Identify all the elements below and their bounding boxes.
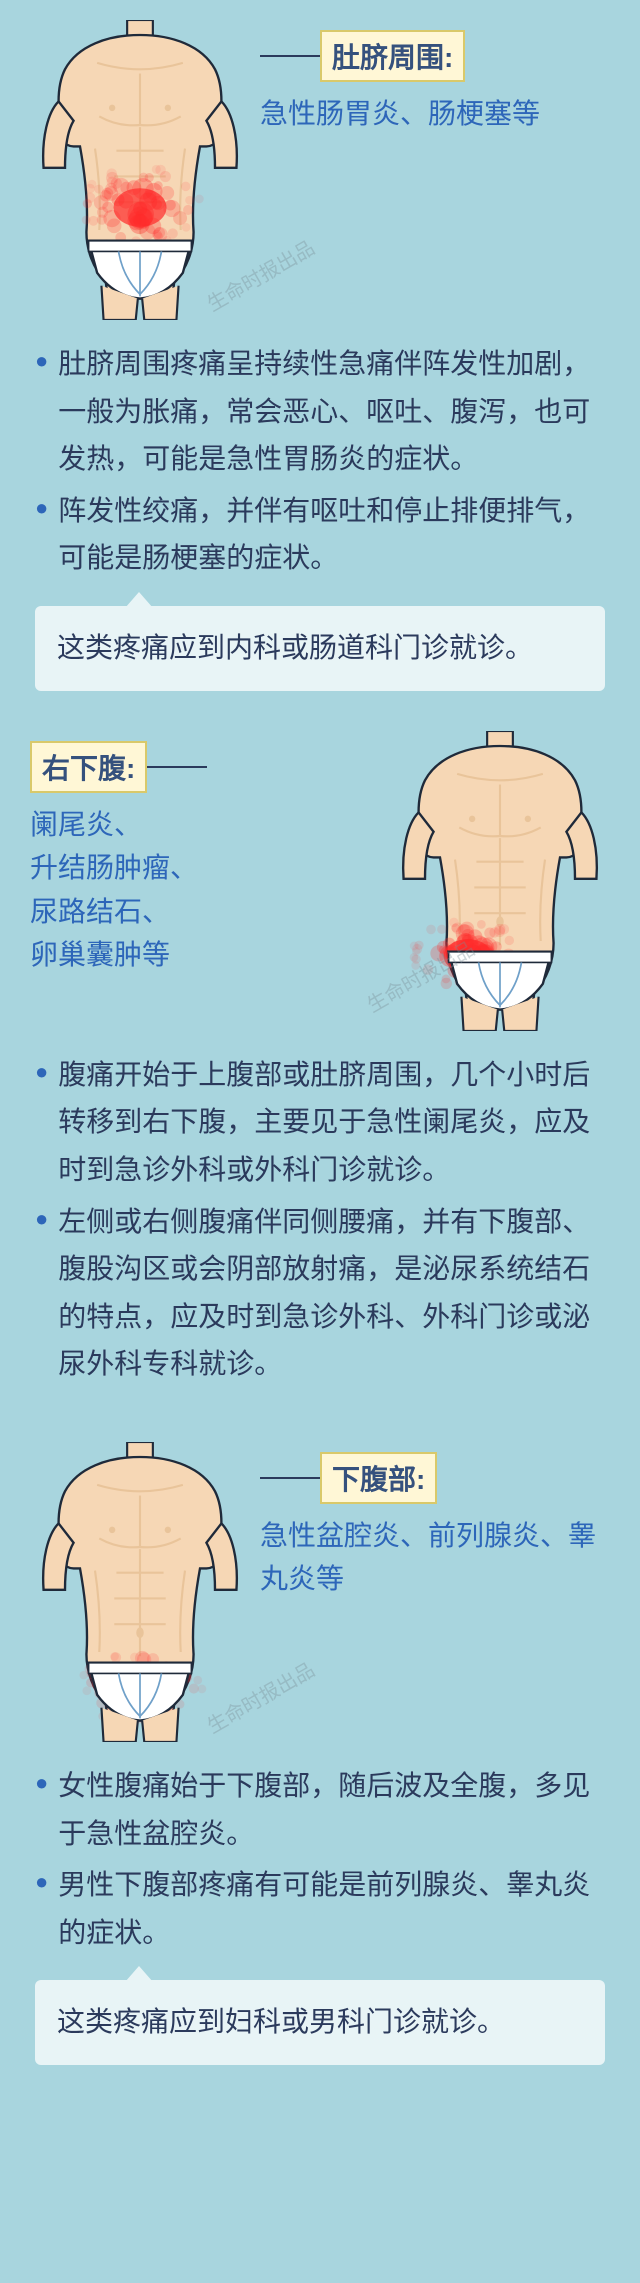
label-row: 右下腹: — [30, 741, 207, 793]
symptom-text: 左侧或右侧腹痛伴同侧腰痛，并有下腹部、腹股沟区或会阴部放射痛，是泌尿系统结石的特… — [58, 1198, 605, 1388]
advice-note-wrap: 这类疼痛应到妇科或男科门诊就诊。 — [0, 1970, 640, 2065]
symptom-bullet: ● 男性下腹部疼痛有可能是前列腺炎、睾丸炎的症状。 — [35, 1861, 605, 1956]
label-side: 肚脐周围: 急性肠胃炎、肠梗塞等 — [260, 20, 610, 135]
section-header-row: 右下腹: 阑尾炎、 升结肠肿瘤、 尿路结石、 卵巢囊肿等 — [0, 731, 640, 1031]
symptom-text: 肚脐周围疼痛呈持续性急痛伴阵发性加剧，一般为胀痛，常会恶心、呕吐、腹泻，也可发热… — [58, 340, 605, 483]
section-header-row: 下腹部: 急性盆腔炎、前列腺炎、睾丸炎等 — [0, 1442, 640, 1742]
symptom-bullet: ● 阵发性绞痛，并伴有呕吐和停止排便排气，可能是肠梗塞的症状。 — [35, 487, 605, 582]
symptom-bullet: ● 女性腹痛始于下腹部，随后波及全腹，多见于急性盆腔炎。 — [35, 1762, 605, 1857]
region-conditions: 急性肠胃炎、肠梗塞等 — [260, 92, 540, 135]
torso-wrap — [390, 731, 610, 1031]
label-side: 下腹部: 急性盆腔炎、前列腺炎、睾丸炎等 — [260, 1442, 610, 1601]
bullet-dot-icon: ● — [35, 1861, 48, 1903]
label-row: 肚脐周围: — [260, 30, 465, 82]
region-title: 右下腹: — [30, 741, 147, 793]
bullet-dot-icon: ● — [35, 340, 48, 382]
bullet-dot-icon: ● — [35, 1198, 48, 1240]
torso-wrap — [30, 1442, 250, 1742]
symptom-text: 腹痛开始于上腹部或肚脐周围，几个小时后转移到右下腹，主要见于急性阑尾炎，应及时到… — [58, 1051, 605, 1194]
torso-figure — [30, 1442, 250, 1742]
body-region-section: 生命时报出品 — [0, 731, 640, 1402]
section-header-row: 肚脐周围: 急性肠胃炎、肠梗塞等 — [0, 20, 640, 320]
body-region-section: 生命时报出品 — [0, 20, 640, 691]
symptom-text: 阵发性绞痛，并伴有呕吐和停止排便排气，可能是肠梗塞的症状。 — [58, 487, 605, 582]
symptom-list: ● 女性腹痛始于下腹部，随后波及全腹，多见于急性盆腔炎。 ● 男性下腹部疼痛有可… — [0, 1742, 640, 1970]
note-pointer-icon — [125, 592, 153, 608]
note-pointer-icon — [125, 1966, 153, 1982]
region-title: 下腹部: — [320, 1452, 437, 1504]
bullet-dot-icon: ● — [35, 1762, 48, 1804]
region-title: 肚脐周围: — [320, 30, 465, 82]
torso-figure — [390, 731, 610, 1031]
advice-note-wrap: 这类疼痛应到内科或肠道科门诊就诊。 — [0, 596, 640, 691]
advice-note: 这类疼痛应到内科或肠道科门诊就诊。 — [35, 606, 605, 691]
symptom-text: 女性腹痛始于下腹部，随后波及全腹，多见于急性盆腔炎。 — [58, 1762, 605, 1857]
advice-note-text: 这类疼痛应到内科或肠道科门诊就诊。 — [57, 632, 533, 663]
bullet-dot-icon: ● — [35, 487, 48, 529]
torso-figure — [30, 20, 250, 320]
region-conditions: 急性盆腔炎、前列腺炎、睾丸炎等 — [260, 1514, 610, 1601]
symptom-list: ● 肚脐周围疼痛呈持续性急痛伴阵发性加剧，一般为胀痛，常会恶心、呕吐、腹泻，也可… — [0, 320, 640, 596]
body-region-section: 生命时报出品 — [0, 1442, 640, 2065]
symptom-list: ● 腹痛开始于上腹部或肚脐周围，几个小时后转移到右下腹，主要见于急性阑尾炎，应及… — [0, 1031, 640, 1402]
advice-note: 这类疼痛应到妇科或男科门诊就诊。 — [35, 1980, 605, 2065]
symptom-bullet: ● 肚脐周围疼痛呈持续性急痛伴阵发性加剧，一般为胀痛，常会恶心、呕吐、腹泻，也可… — [35, 340, 605, 483]
label-row: 下腹部: — [260, 1452, 437, 1504]
bullet-dot-icon: ● — [35, 1051, 48, 1093]
symptom-text: 男性下腹部疼痛有可能是前列腺炎、睾丸炎的症状。 — [58, 1861, 605, 1956]
symptom-bullet: ● 腹痛开始于上腹部或肚脐周围，几个小时后转移到右下腹，主要见于急性阑尾炎，应及… — [35, 1051, 605, 1194]
label-side: 右下腹: 阑尾炎、 升结肠肿瘤、 尿路结石、 卵巢囊肿等 — [30, 731, 380, 977]
region-conditions: 阑尾炎、 升结肠肿瘤、 尿路结石、 卵巢囊肿等 — [30, 803, 198, 977]
torso-wrap — [30, 20, 250, 320]
advice-note-text: 这类疼痛应到妇科或男科门诊就诊。 — [57, 2006, 505, 2037]
symptom-bullet: ● 左侧或右侧腹痛伴同侧腰痛，并有下腹部、腹股沟区或会阴部放射痛，是泌尿系统结石… — [35, 1198, 605, 1388]
